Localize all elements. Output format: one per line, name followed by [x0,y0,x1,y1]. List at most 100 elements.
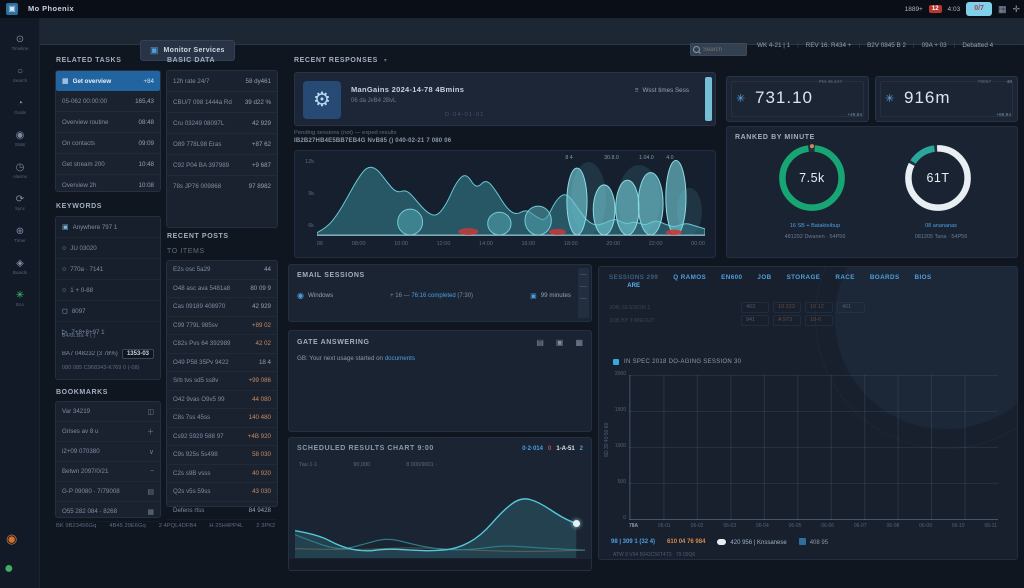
sidebar-rail-item[interactable]: ○Search [0,58,40,90]
list-item[interactable]: Get stream 20010:48 [56,154,160,175]
list-item[interactable]: ○770a · 7141 [56,259,160,280]
list-item[interactable]: Var 34219◫ [56,402,160,422]
list-item[interactable]: ▦Get overview+84 [56,71,160,91]
list-item[interactable]: Cs92 5929 588 97+4B 920 [167,428,277,447]
notification-badge[interactable]: 12 [929,5,942,13]
list-item[interactable]: C8s 7ss 45ss140 480 [167,409,277,428]
tab-item[interactable]: BIOS [915,274,932,281]
list-item[interactable]: On contacts09:09 [56,133,160,154]
row-label: G-P 09080 · 7/79008 [62,488,143,495]
tab-item[interactable]: Q RAMOS [673,274,706,281]
stat-card-1[interactable]: ✳ 731.10 PM 49,447 +49,84 [726,76,869,122]
tab-item[interactable]: BOARDS [870,274,900,281]
orange-status-icon[interactable]: ◉ [6,531,17,547]
completed-link[interactable]: 76:16 completed [411,293,455,299]
apps-grid-icon[interactable]: ▦ [998,4,1007,15]
list-item[interactable]: Cru 03249 08097L42 929 [167,113,277,134]
list-item[interactable]: C2s s9B vsss40 920 [167,465,277,484]
tab-item[interactable]: STORAGE [787,274,821,281]
sidebar-rail-item[interactable]: ◈Boards [0,250,40,282]
list-item[interactable]: ◻8097 [56,301,160,322]
list-item[interactable]: C92 P04 BA 397989+9 687 [167,155,277,176]
row-action-icon[interactable]: ∨ [149,448,154,456]
list-item[interactable]: ○JU 03020 [56,238,160,259]
chevron-down-icon[interactable]: ▾ [384,57,387,64]
list-item[interactable]: O89 778L98 Eras+87 62 [167,134,277,155]
stat-card-2[interactable]: ✳ 916m 79067 48 +89,94 [875,76,1018,122]
list-item[interactable]: O42 9vas O9v5 9944 080 [167,391,277,410]
list-item[interactable]: ▣Anywhere 797 1 [56,217,160,238]
sidebar-rail-item[interactable]: ◉Stats [0,122,40,154]
menu-item[interactable]: WK 4-21 | 1 [757,42,799,49]
list-item[interactable]: ▷7+8+8+97 1 [56,322,160,342]
list-item[interactable]: Overview routine08:48 [56,112,160,133]
list-item[interactable]: O49 P58 35Pv 942218 4 [167,354,277,373]
list-item[interactable]: Betwn 2097/0/21− [56,462,160,482]
row-action-icon[interactable]: − [150,468,154,475]
table-row[interactable]: JOB SESSION 140310 22310 12401 [609,301,865,314]
menu-item[interactable]: H 25H4PP4L [209,523,243,529]
list-item[interactable]: Cas 09189 40897042 929 [167,298,277,317]
documents-link[interactable]: documents [385,355,415,362]
tab-item[interactable]: RACE [835,274,854,281]
list-item[interactable]: C9s 925s 5s49858 030 [167,446,277,465]
card-right-label[interactable]: ≡ Wsst times Sess [635,87,689,94]
menu-item[interactable]: 2 3PK2 [256,523,275,529]
add-icon[interactable]: ✛ [1012,4,1020,15]
menu-item[interactable]: 09A + 03 [922,42,956,49]
menu-item[interactable]: Debatted 4 [962,42,993,49]
stat-item: 0·2·014 [522,446,543,452]
list-item[interactable]: Q2s v5s 59ss43 030 [167,483,277,502]
list-item[interactable]: Defens rtss84 9428 [167,502,277,521]
layout-icon[interactable]: ▤ [536,338,544,347]
menu-item[interactable]: 2 4PQL4DFB4 [159,523,197,529]
sidebar-rail-item[interactable]: ⊕Timer [0,218,40,250]
tab-item[interactable]: SESSIONS 299ARE [609,274,658,289]
sidebar-rail-item[interactable]: ⊙Timeline [0,26,40,58]
sidebar-rail-item[interactable]: ◷Alarms [0,154,40,186]
menu-item[interactable]: B2V 0845 B 2 [867,42,915,49]
scrollbar[interactable] [705,77,712,121]
list-item[interactable]: Overview 2h10:08 [56,175,160,195]
sidebar-rail-item[interactable]: ⟳Sync [0,186,40,218]
green-status-icon[interactable]: ● [4,560,14,578]
gauge-link[interactable]: 16 SB + Batakteibup [745,223,885,229]
row-action-icon[interactable]: ◫ [147,408,154,416]
table-icon[interactable]: ▦ [575,338,583,347]
list-item[interactable]: Srb tvs sd5 ss8v+99 086 [167,372,277,391]
list-item[interactable]: C82s Pvs 64 39298942 02 [167,335,277,354]
row-value: +99 086 [248,377,271,384]
grid-icon[interactable]: ▣ [556,338,564,347]
list-item[interactable]: G-P 09080 · 7/79008 ▤ [56,482,160,502]
sidebar-rail-item[interactable]: ◔Goals [0,90,40,122]
list-item[interactable]: i2+09 070380∨ [56,442,160,462]
list-item[interactable]: O55 282 084 · 8268▦ [56,502,160,522]
row-action-icon[interactable]: ▤ [147,488,154,496]
row-action-icon[interactable]: ▦ [147,508,154,516]
table-row[interactable]: JOB BY TIMEOUT941A 97310-6 [609,314,865,327]
email-session-row[interactable]: ◉Windows + 16 — 76:16 completed (7:30) ▣… [297,291,571,300]
tab-item[interactable]: JOB [757,274,771,281]
row-action-icon[interactable]: ＋ [147,427,154,437]
titlebar-button[interactable]: 0/7 [966,2,992,16]
list-item[interactable]: C99 779L 985sv+89 02 [167,317,277,336]
sidebar-rail-item[interactable]: ✳Eco [0,282,40,314]
list-item[interactable]: Grises av 8 u＋ [56,422,160,442]
list-item[interactable]: ○1 + 0-88 [56,280,160,301]
menu-item[interactable]: BK 9B23456Gq [56,523,96,529]
tab-item[interactable]: EN600 [721,274,742,281]
text-item: 16:00 [521,241,535,247]
list-item[interactable]: CBU/7 098 1444a Rd39 d22 % [167,92,277,113]
list-item[interactable]: 78s JP76 00986897 8982 [167,176,277,196]
list-item[interactable]: 05-062 00:00:00165,43 [56,91,160,112]
menu-item[interactable]: REV 16. R434 + [806,42,860,49]
list-item[interactable]: O48 asc ava 5481a880 09 9 [167,280,277,299]
list-item[interactable]: E2s osc 5a2944 [167,261,277,280]
list-item[interactable]: 12h rate 24/758 dy461 [167,71,277,92]
session-card[interactable]: ⚙ ManGains 2024-14-78 4Bmins 06 da JvB4 … [294,72,716,126]
keywords-total-row[interactable]: BA7 048232 (3 78%) 1353-03 [56,345,160,362]
gauge-link[interactable]: 08 anananas [871,223,1011,229]
menu-item[interactable]: 4B45 29E6Gq [109,523,145,529]
stat-corner-label: 48 [1007,80,1012,85]
mini-scrollbar[interactable] [578,268,589,318]
